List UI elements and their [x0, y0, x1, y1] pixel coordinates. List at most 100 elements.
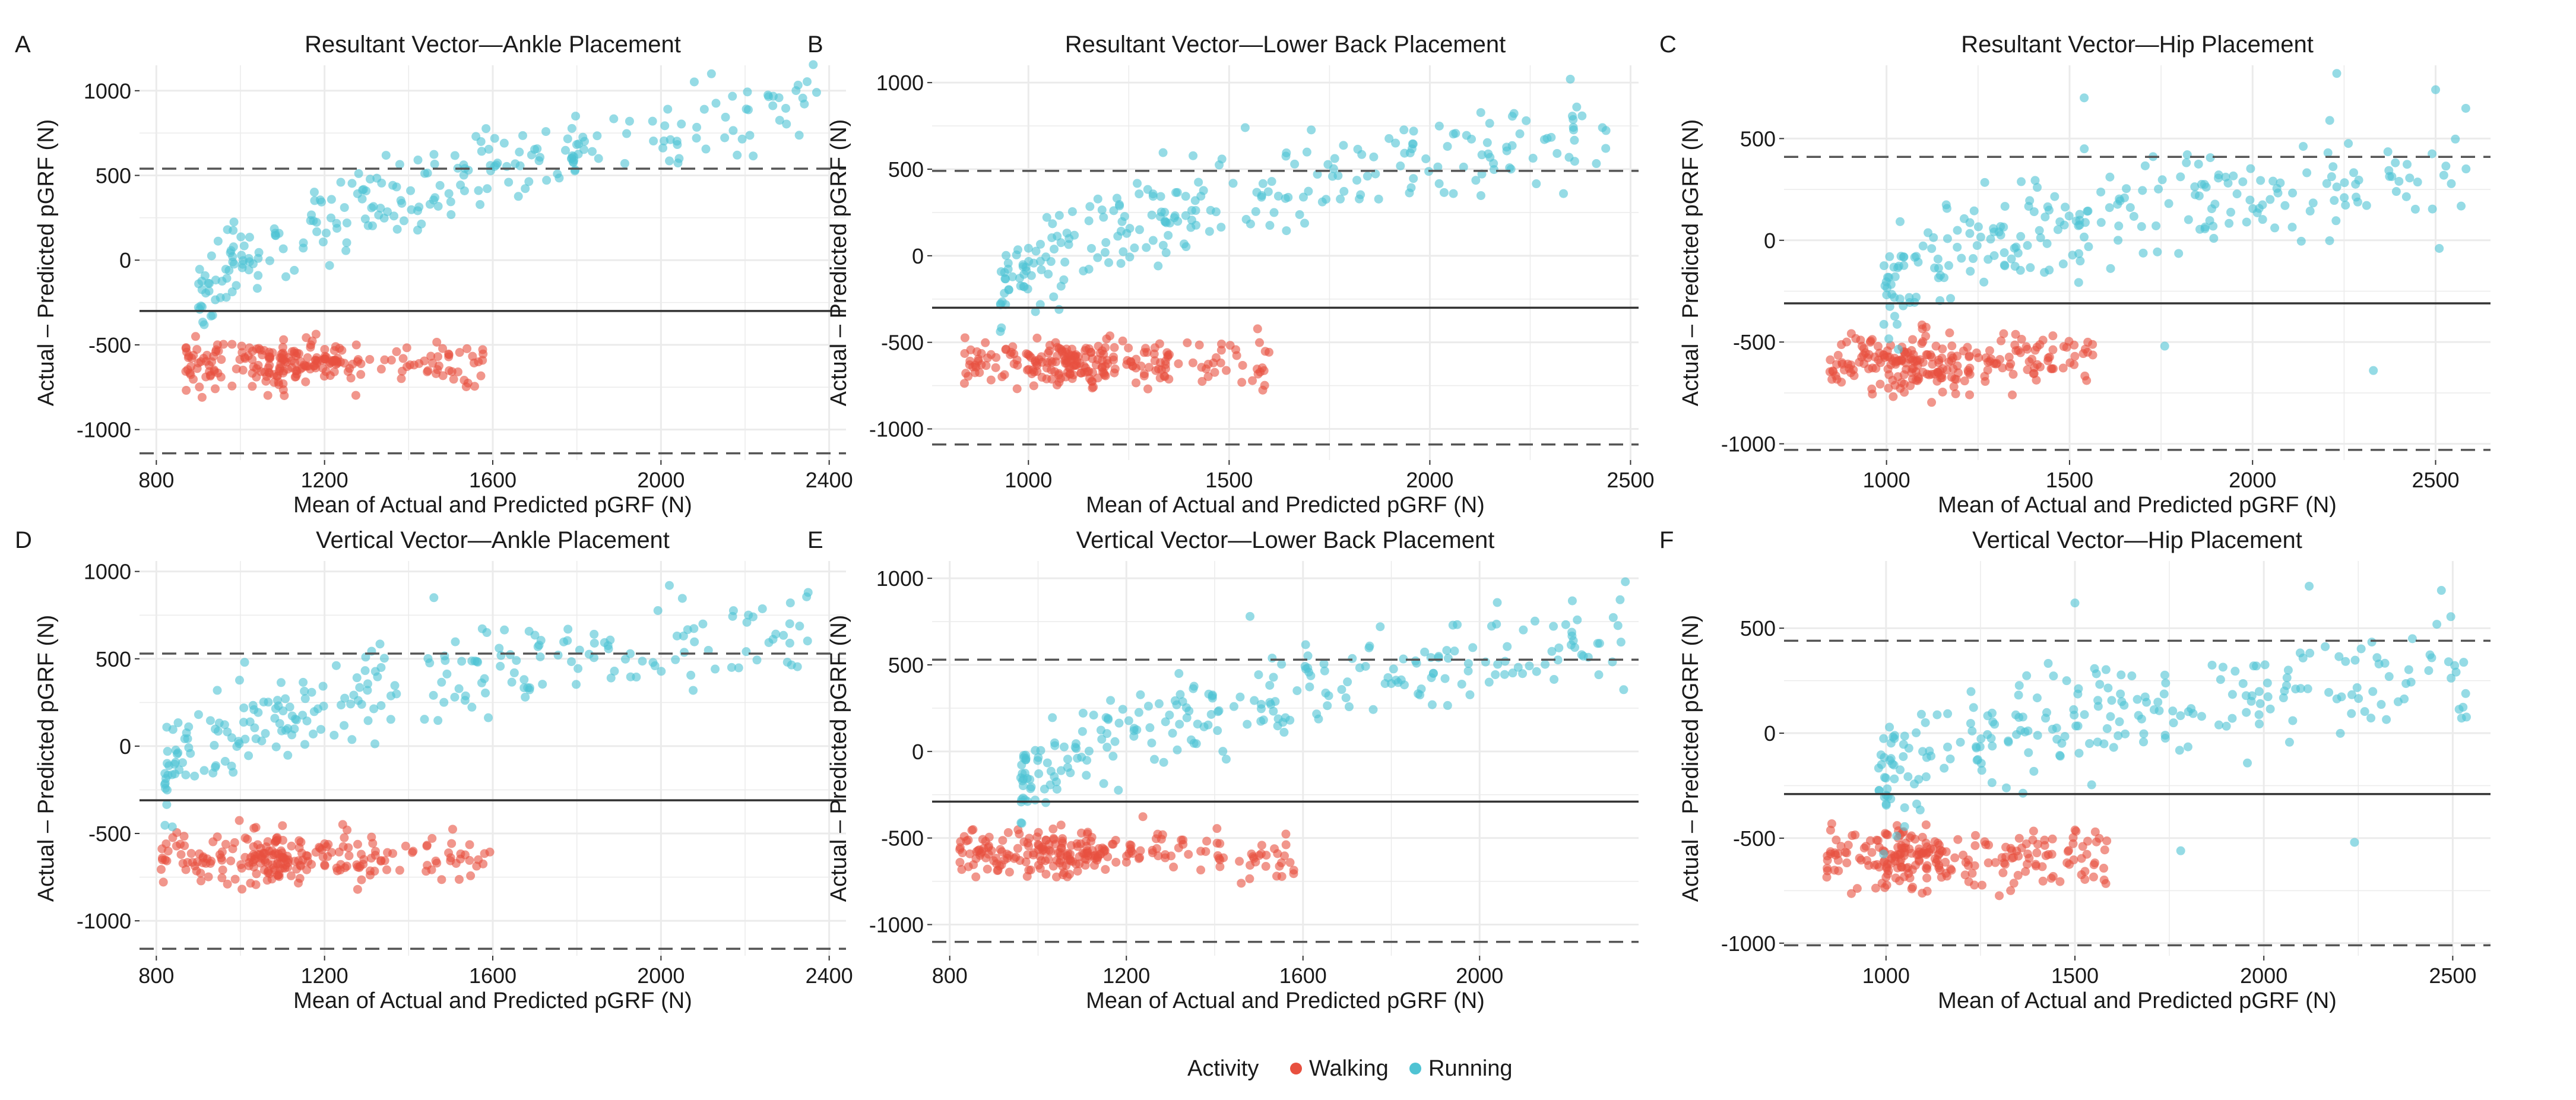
walking-point [307, 860, 316, 869]
running-point [2242, 708, 2251, 717]
walking-point [252, 372, 261, 382]
x-axis-label: Mean of Actual and Predicted pGRF (N) [293, 988, 692, 1013]
running-point [2366, 714, 2376, 723]
running-point [1099, 779, 1108, 788]
running-point [1099, 213, 1108, 222]
running-point [2254, 687, 2264, 696]
running-point [1877, 760, 1886, 769]
running-point [360, 666, 370, 676]
running-point [2328, 162, 2338, 172]
running-point [1339, 141, 1348, 150]
running-point [1078, 708, 1088, 718]
walking-point [2038, 862, 2047, 871]
walking-point [2011, 329, 2020, 339]
running-point [1943, 234, 1952, 243]
running-point [2133, 695, 2142, 704]
running-point [2266, 195, 2275, 204]
running-point [437, 677, 446, 687]
running-point [2194, 191, 2204, 201]
running-point [2447, 179, 2456, 188]
walking-point [1197, 377, 1207, 386]
panel-A: 800 1200 1600 2000 2400-1000-50005001000Resu… [15, 31, 853, 518]
running-point [471, 132, 481, 141]
running-point [249, 705, 259, 714]
walking-point [2046, 364, 2056, 373]
running-point [213, 686, 222, 695]
running-point [355, 683, 365, 692]
running-point [2000, 261, 2010, 271]
running-point [2291, 684, 2301, 694]
running-point [1880, 773, 1889, 782]
running-point [1321, 688, 1330, 698]
running-point [1135, 189, 1144, 199]
running-point [2387, 172, 2397, 181]
walking-point [959, 379, 969, 388]
legend-walking-label: Walking [1309, 1056, 1389, 1081]
walking-point [983, 353, 992, 363]
x-tick-label: 2500 [2429, 963, 2476, 988]
running-point [2238, 679, 2248, 688]
running-point [1484, 677, 1494, 687]
running-point [2080, 144, 2089, 154]
walking-point [320, 344, 329, 354]
running-point [1988, 741, 1997, 751]
running-point [1059, 275, 1069, 284]
running-point [1577, 111, 1587, 121]
running-point [446, 197, 455, 207]
running-point [734, 663, 743, 673]
running-point [370, 739, 379, 749]
walking-point [259, 345, 269, 355]
walking-point [423, 861, 432, 870]
running-point [1020, 795, 1029, 804]
running-point [1459, 162, 1468, 172]
running-point [375, 639, 385, 649]
walking-point [2064, 846, 2073, 855]
walking-point [172, 841, 181, 851]
running-point [1592, 159, 1601, 169]
running-point [363, 679, 372, 689]
running-point [2347, 709, 2356, 718]
running-point [1116, 226, 1126, 236]
walking-point [365, 354, 375, 364]
running-point [2035, 226, 2044, 235]
y-tick-label: 0 [1764, 229, 1776, 253]
walking-point [1908, 882, 1918, 892]
running-point [1269, 673, 1278, 682]
walking-point [2021, 867, 2030, 876]
running-point [2182, 150, 2192, 160]
walking-point [1232, 351, 1241, 360]
running-point [372, 173, 382, 183]
walking-point [1032, 832, 1042, 842]
walking-point [1900, 388, 1909, 397]
walking-point [1947, 356, 1956, 366]
running-point [1613, 621, 1623, 630]
walking-point [2099, 864, 2109, 873]
running-point [1084, 746, 1094, 756]
running-point [1434, 652, 1443, 661]
running-point [1369, 152, 1379, 161]
running-point [782, 119, 791, 129]
walking-point [283, 851, 292, 861]
running-point [1895, 217, 1905, 226]
running-point [1133, 179, 1142, 188]
running-point [2245, 195, 2255, 205]
running-point [340, 693, 350, 703]
running-point [1330, 154, 1339, 163]
running-point [2069, 705, 2078, 714]
running-point [1155, 212, 1165, 221]
running-point [1976, 232, 1985, 242]
running-point [1273, 191, 1283, 201]
running-point [692, 122, 702, 132]
running-point [386, 715, 395, 724]
running-point [2093, 702, 2103, 711]
running-point [1062, 229, 1072, 238]
panel-E: 800 1200 1600 2000-1000-50005001000Vertical… [807, 527, 1639, 1013]
running-point [1900, 822, 1909, 831]
walking-point [1842, 858, 1852, 868]
walking-point [357, 875, 366, 885]
running-point [589, 653, 598, 662]
running-point [2221, 172, 2230, 182]
running-point [2016, 232, 2026, 241]
running-point [1892, 831, 1902, 841]
